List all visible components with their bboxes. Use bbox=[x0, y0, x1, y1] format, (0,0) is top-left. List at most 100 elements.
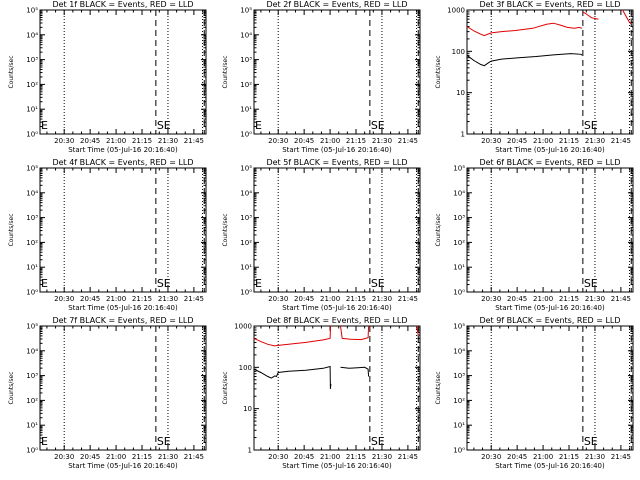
y-tick-label: 10⁰ bbox=[240, 131, 252, 139]
panel-4: Det 4f BLACK = Events, RED = LLD 10⁰ 10¹ 10… bbox=[8, 158, 207, 312]
x-tick-label: 21:30 bbox=[585, 295, 605, 303]
y-tick-label: 10⁰ bbox=[26, 131, 38, 139]
x-tick-label: 20:30 bbox=[481, 453, 501, 461]
y-tick-label: 10⁵ bbox=[240, 165, 252, 173]
x-axis-label: Start Time (05-Jul-16 20:16:40) bbox=[68, 304, 178, 312]
lld-series-line bbox=[340, 325, 370, 341]
lld-series-line bbox=[582, 11, 599, 20]
y-tick-label: 10⁵ bbox=[26, 165, 38, 173]
y-tick-label: 10¹ bbox=[240, 106, 252, 114]
x-tick-label: 21:30 bbox=[585, 453, 605, 461]
x-tick-label: 21:15 bbox=[559, 453, 579, 461]
x-tick-label: 20:45 bbox=[507, 295, 527, 303]
panel-title: Det 7f BLACK = Events, RED = LLD bbox=[52, 316, 193, 325]
y-tick-label: 10¹ bbox=[26, 422, 38, 430]
panel-title: Det 6f BLACK = Events, RED = LLD bbox=[479, 158, 620, 167]
y-tick-label: 10² bbox=[26, 81, 38, 89]
plot-frame bbox=[39, 9, 207, 135]
marker-e: E bbox=[591, 119, 598, 132]
x-tick-label: 20:45 bbox=[507, 453, 527, 461]
panel-2: Det 2f BLACK = Events, RED = LLD 10⁰ 10¹ 10… bbox=[222, 0, 421, 154]
y-tick-label: 10¹ bbox=[26, 264, 38, 272]
marker-s: S bbox=[157, 435, 164, 448]
y-tick-label: 1 bbox=[461, 131, 465, 139]
panel-3: Det 3f BLACK = Events, RED = LLD 1 10 100 10… bbox=[435, 0, 634, 154]
x-tick-label: 20:30 bbox=[268, 137, 288, 145]
x-tick-label: 21:15 bbox=[559, 137, 579, 145]
x-tick-label: 20:45 bbox=[80, 453, 100, 461]
x-axis-label: Start Time (05-Jul-16 20:16:40) bbox=[68, 462, 178, 470]
marker-s: S bbox=[371, 119, 378, 132]
y-tick-label: 10² bbox=[26, 239, 38, 247]
y-tick-label: 1 bbox=[248, 447, 252, 455]
x-tick-label: 20:45 bbox=[80, 137, 100, 145]
y-tick-label: 100 bbox=[452, 48, 465, 56]
marker-s: S bbox=[584, 277, 591, 290]
marker-e: E bbox=[164, 435, 171, 448]
marker-s: S bbox=[157, 277, 164, 290]
panel-1: Det 1f BLACK = Events, RED = LLD 10⁰ 10¹ 10… bbox=[8, 0, 207, 154]
y-tick-label: 10³ bbox=[453, 214, 465, 222]
marker-e: E bbox=[41, 277, 48, 290]
marker-e: E bbox=[591, 277, 598, 290]
y-axis-label: Counts/sec bbox=[222, 213, 229, 246]
x-tick-label: 20:30 bbox=[54, 295, 74, 303]
y-tick-label: 10³ bbox=[26, 372, 38, 380]
x-tick-label: 20:45 bbox=[80, 295, 100, 303]
marker-e: E bbox=[378, 119, 385, 132]
y-tick-label: 10⁵ bbox=[26, 323, 38, 331]
x-tick-label: 21:30 bbox=[372, 137, 392, 145]
marker-e: E bbox=[164, 119, 171, 132]
y-tick-label: 10⁴ bbox=[240, 31, 252, 39]
x-tick-label: 21:15 bbox=[132, 295, 152, 303]
panel-title: Det 1f BLACK = Events, RED = LLD bbox=[52, 0, 193, 9]
y-tick-label: 10⁴ bbox=[26, 31, 38, 39]
marker-s: S bbox=[157, 119, 164, 132]
x-tick-label: 21:45 bbox=[184, 137, 204, 145]
panel-title: Det 2f BLACK = Events, RED = LLD bbox=[266, 0, 407, 9]
x-tick-label: 21:15 bbox=[346, 295, 366, 303]
y-tick-label: 10⁰ bbox=[453, 289, 465, 297]
marker-e: E bbox=[255, 277, 262, 290]
x-tick-label: 21:45 bbox=[611, 295, 631, 303]
x-axis-label: Start Time (05-Jul-16 20:16:40) bbox=[68, 146, 178, 154]
x-tick-label: 21:45 bbox=[398, 295, 418, 303]
y-tick-label: 10⁴ bbox=[240, 189, 252, 197]
y-axis-label: Counts/sec bbox=[8, 55, 15, 88]
y-tick-label: 10 bbox=[243, 405, 252, 413]
lld-series-line bbox=[253, 325, 332, 347]
x-tick-label: 21:30 bbox=[585, 137, 605, 145]
y-tick-label: 10² bbox=[240, 81, 252, 89]
x-tick-label: 21:00 bbox=[106, 295, 126, 303]
y-tick-label: 10⁵ bbox=[453, 323, 465, 331]
x-tick-label: 21:00 bbox=[320, 295, 340, 303]
panel-7: Det 7f BLACK = Events, RED = LLD 10⁰ 10¹ 10… bbox=[8, 316, 207, 470]
y-tick-label: 10⁵ bbox=[26, 7, 38, 15]
y-axis-label: Counts/sec bbox=[8, 371, 15, 404]
x-tick-label: 20:30 bbox=[54, 137, 74, 145]
y-tick-label: 10⁰ bbox=[453, 447, 465, 455]
x-tick-label: 21:00 bbox=[320, 137, 340, 145]
y-tick-label: 10⁰ bbox=[26, 289, 38, 297]
x-axis-label: Start Time (05-Jul-16 20:16:40) bbox=[495, 462, 605, 470]
panel-title: Det 8f BLACK = Events, RED = LLD bbox=[266, 316, 407, 325]
y-tick-label: 10³ bbox=[26, 214, 38, 222]
x-tick-label: 20:45 bbox=[294, 453, 314, 461]
x-tick-label: 21:45 bbox=[398, 453, 418, 461]
y-tick-label: 10³ bbox=[240, 56, 252, 64]
y-axis-label: Counts/sec bbox=[222, 55, 229, 88]
lld-series-line bbox=[622, 9, 632, 25]
x-tick-label: 21:45 bbox=[398, 137, 418, 145]
y-tick-label: 100 bbox=[239, 364, 252, 372]
marker-s: S bbox=[584, 119, 591, 132]
x-tick-label: 21:00 bbox=[106, 453, 126, 461]
x-tick-label: 21:15 bbox=[346, 137, 366, 145]
marker-e: E bbox=[378, 277, 385, 290]
plot-frame bbox=[253, 325, 421, 451]
y-tick-label: 10¹ bbox=[240, 264, 252, 272]
x-axis-label: Start Time (05-Jul-16 20:16:40) bbox=[282, 462, 392, 470]
x-tick-label: 20:30 bbox=[268, 453, 288, 461]
panel-title: Det 9f BLACK = Events, RED = LLD bbox=[479, 316, 620, 325]
y-tick-label: 10⁴ bbox=[453, 347, 465, 355]
